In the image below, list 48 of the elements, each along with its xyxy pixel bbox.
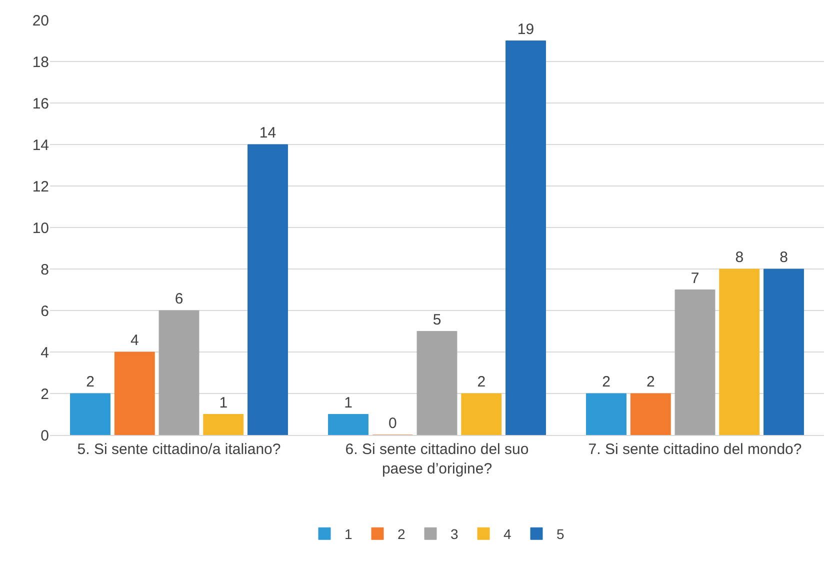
data-label: 8 (735, 249, 744, 266)
bar (248, 144, 288, 435)
data-label: 1 (219, 394, 228, 412)
y-tick-label: 18 (32, 54, 49, 71)
bar (416, 331, 458, 435)
bar (764, 268, 804, 435)
bar (630, 393, 671, 435)
data-label: 2 (602, 374, 610, 390)
legend-label: 4 (504, 526, 512, 542)
data-label: 2 (477, 374, 486, 390)
bar (506, 40, 546, 435)
y-tick-label: 4 (40, 344, 49, 362)
bar (461, 393, 502, 435)
y-tick-label: 16 (32, 95, 49, 112)
x-tick-label: 6. Si sente cittadino del suo paese d’origine? (345, 441, 529, 478)
bar (719, 268, 760, 435)
data-label: 6 (174, 290, 184, 308)
data-label: 2 (86, 374, 94, 390)
bar (328, 414, 368, 435)
bar (586, 393, 626, 435)
y-tick-label: 0 (40, 427, 49, 444)
y-tick-label: 10 (32, 220, 49, 237)
bar (158, 310, 200, 435)
data-label: 8 (780, 249, 788, 266)
y-tick-label: 8 (40, 261, 49, 278)
legend-label: 2 (398, 526, 406, 542)
data-label: 4 (130, 332, 139, 349)
legend-label: 5 (556, 526, 564, 542)
y-tick-label: 20 (32, 12, 49, 30)
bar (203, 414, 244, 435)
y-tick-label: 2 (40, 386, 49, 403)
data-label: 7 (690, 270, 700, 287)
legend-label: 1 (344, 526, 352, 542)
x-tick-label: 5. Si sente cittadino/a italiano? (77, 441, 281, 458)
data-label: 19 (517, 20, 534, 38)
bar (70, 393, 110, 435)
data-label: 2 (646, 374, 655, 390)
data-label: 14 (259, 124, 276, 142)
legend-label: 3 (450, 526, 458, 542)
bar (114, 352, 155, 435)
y-tick-label: 12 (32, 178, 49, 196)
data-label: 0 (388, 415, 397, 432)
y-tick-label: 6 (40, 302, 49, 320)
data-label: 1 (344, 394, 352, 412)
y-tick-label: 14 (32, 136, 49, 154)
bar (674, 290, 716, 435)
x-tick-label: 7. Si sente cittadino del mondo? (588, 441, 802, 458)
data-label: 5 (432, 311, 442, 328)
